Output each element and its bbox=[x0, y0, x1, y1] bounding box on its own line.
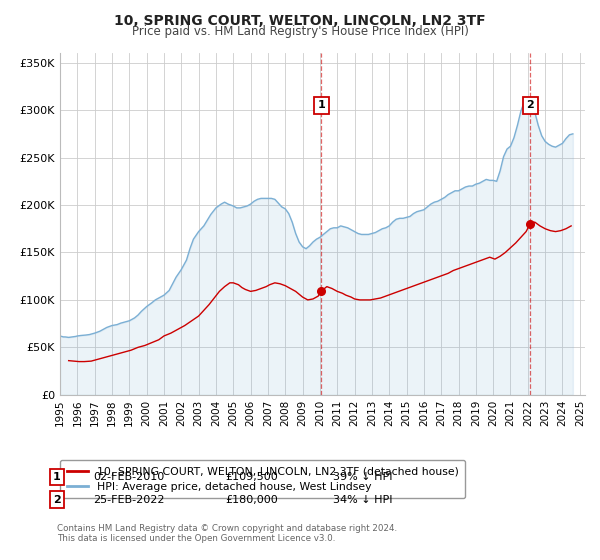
Text: 1: 1 bbox=[317, 100, 325, 110]
Text: This data is licensed under the Open Government Licence v3.0.: This data is licensed under the Open Gov… bbox=[57, 534, 335, 543]
Text: £180,000: £180,000 bbox=[225, 494, 278, 505]
Text: 34% ↓ HPI: 34% ↓ HPI bbox=[333, 494, 392, 505]
Text: 25-FEB-2022: 25-FEB-2022 bbox=[93, 494, 164, 505]
Text: 02-FEB-2010: 02-FEB-2010 bbox=[93, 472, 164, 482]
Text: Contains HM Land Registry data © Crown copyright and database right 2024.: Contains HM Land Registry data © Crown c… bbox=[57, 524, 397, 533]
Legend: 10, SPRING COURT, WELTON, LINCOLN, LN2 3TF (detached house), HPI: Average price,: 10, SPRING COURT, WELTON, LINCOLN, LN2 3… bbox=[60, 460, 466, 498]
Text: 2: 2 bbox=[53, 494, 61, 505]
Text: Price paid vs. HM Land Registry's House Price Index (HPI): Price paid vs. HM Land Registry's House … bbox=[131, 25, 469, 38]
Text: £109,500: £109,500 bbox=[225, 472, 278, 482]
Text: 2: 2 bbox=[526, 100, 534, 110]
Text: 1: 1 bbox=[53, 472, 61, 482]
Text: 10, SPRING COURT, WELTON, LINCOLN, LN2 3TF: 10, SPRING COURT, WELTON, LINCOLN, LN2 3… bbox=[114, 14, 486, 28]
Text: 39% ↓ HPI: 39% ↓ HPI bbox=[333, 472, 392, 482]
